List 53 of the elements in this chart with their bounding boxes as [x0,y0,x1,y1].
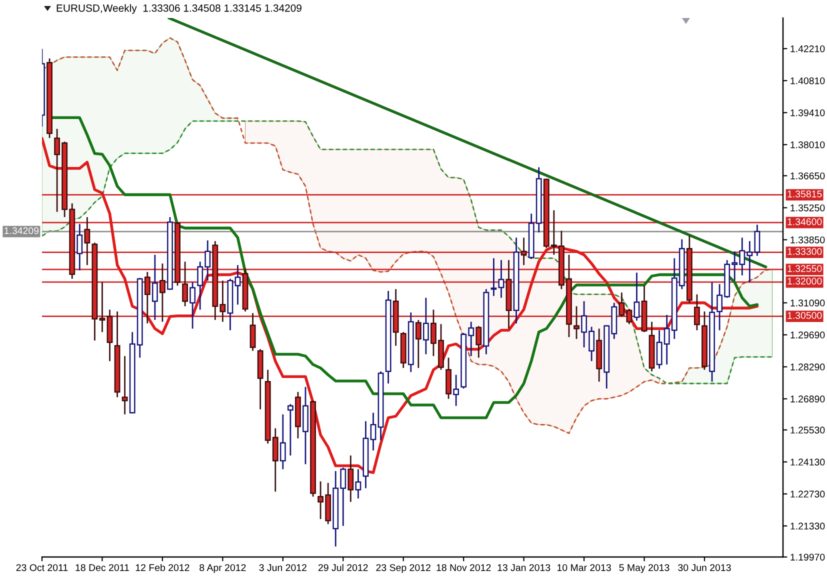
x-tick-label: 23 Sep 2012 [376,564,430,574]
candlestick [355,468,362,500]
chart-title: EURUSD,Weekly 1.33306 1.34508 1.33145 1.34209 [56,4,302,14]
y-tick-label: 1.26890 [790,396,825,402]
candlestick [453,374,460,407]
y-tick-label: 1.39410 [790,109,825,116]
y-tick-label: 1.36650 [790,172,825,180]
x-tick-label: 18 Dec 2011 [76,564,129,572]
y-tick-label: 1.33850 [790,236,825,244]
candlestick [476,325,482,358]
candlestick [415,319,422,369]
y-tick-label: 1.22730 [790,490,825,498]
ref-line-label: 1.32000 [788,278,822,285]
y-tick-label: 1.24130 [790,458,825,466]
candlestick [152,254,158,321]
ref-line-label: 1.34600 [788,218,822,226]
y-tick-label: 1.28290 [790,364,825,370]
candlestick [498,259,504,298]
y-tick-label: 1.21330 [790,522,825,530]
x-tick-label: 13 Jan 2013 [498,564,550,572]
x-tick-label: 3 Jun 2012 [259,564,306,572]
y-tick-label: 1.29690 [790,332,825,338]
candlestick [280,414,286,470]
y-tick-label: 1.35250 [790,204,825,212]
candlestick [122,355,128,416]
candlestick [446,356,452,400]
x-tick-label: 12 Feb 2012 [136,564,190,572]
candlestick [287,403,294,456]
candlestick [370,412,376,452]
x-tick-label: 18 Nov 2012 [436,564,491,572]
x-tick-label: 8 Apr 2012 [200,564,246,574]
candlestick [422,297,429,355]
candlestick [76,223,83,272]
ref-line-label: 1.30500 [788,312,822,319]
candlestick [234,264,241,306]
ref-line-label: 1.32550 [788,265,822,272]
ref-line-label: 1.35815 [788,190,822,198]
x-tick-label: 23 Oct 2011 [16,564,68,572]
x-tick-label: 10 Mar 2013 [557,564,611,572]
candlestick [190,282,196,330]
y-tick-label: 1.31090 [790,300,825,306]
candlestick [490,258,497,297]
y-tick-label: 1.42210 [790,45,825,52]
x-tick-label: 29 Jul 2012 [318,564,368,572]
ref-line-label: 1.33300 [788,248,822,255]
x-tick-label: 30 Jun 2013 [678,564,731,572]
ref-line-label: 1.34209 [4,227,39,234]
y-tick-label: 1.25530 [790,426,825,434]
candlestick [634,272,640,322]
y-tick-label: 1.38010 [790,141,825,148]
y-tick-label: 1.40810 [790,77,825,84]
y-tick-label: 1.19970 [790,554,825,561]
x-tick-label: 5 May 2013 [619,564,670,574]
